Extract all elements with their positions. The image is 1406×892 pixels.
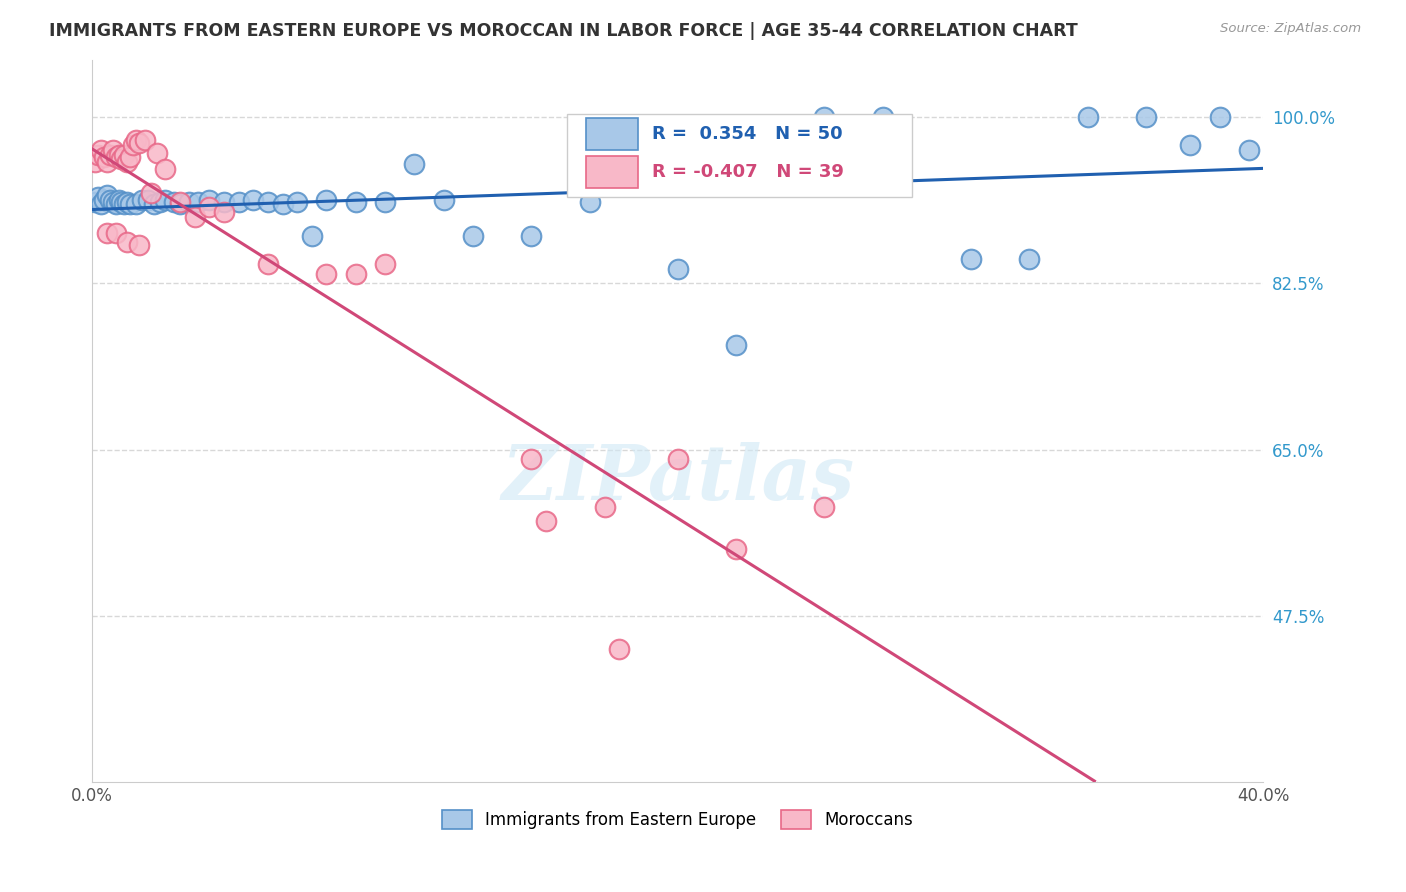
Point — [301, 228, 323, 243]
Point — [148, 195, 170, 210]
Point — [96, 187, 118, 202]
Point — [520, 228, 543, 243]
Point — [183, 210, 205, 224]
Point — [98, 147, 121, 161]
Point — [187, 195, 209, 210]
Text: Source: ZipAtlas.com: Source: ZipAtlas.com — [1220, 22, 1361, 36]
Point — [122, 138, 145, 153]
Point — [374, 257, 396, 271]
Point — [228, 195, 250, 210]
Point — [101, 195, 124, 210]
Point — [1077, 110, 1099, 124]
Point — [607, 642, 630, 657]
Point — [315, 194, 337, 208]
Point — [110, 153, 132, 167]
Point — [1180, 138, 1202, 153]
Point — [104, 150, 127, 164]
Point — [432, 194, 454, 208]
Point — [344, 267, 367, 281]
Point — [959, 252, 981, 267]
FancyBboxPatch shape — [567, 114, 912, 197]
Point — [198, 194, 221, 208]
Point — [84, 155, 107, 169]
FancyBboxPatch shape — [586, 156, 638, 187]
Point — [93, 194, 115, 208]
Point — [104, 197, 127, 211]
Point — [813, 110, 835, 124]
Point — [96, 226, 118, 240]
Point — [96, 155, 118, 169]
Point — [125, 197, 148, 211]
Point — [120, 150, 142, 164]
Point — [163, 195, 186, 210]
Point — [212, 204, 235, 219]
Point — [98, 194, 121, 208]
Text: R =  0.354   N = 50: R = 0.354 N = 50 — [652, 125, 842, 143]
Point — [107, 194, 129, 208]
Point — [344, 195, 367, 210]
Point — [285, 195, 308, 210]
Point — [666, 452, 689, 467]
Point — [177, 195, 200, 210]
Point — [101, 143, 124, 157]
Point — [84, 195, 107, 210]
Point — [725, 338, 748, 352]
Text: ZIPatlas: ZIPatlas — [502, 442, 855, 516]
Point — [131, 194, 153, 208]
Point — [117, 235, 139, 250]
Point — [1018, 252, 1040, 267]
FancyBboxPatch shape — [586, 118, 638, 150]
Point — [212, 195, 235, 210]
Point — [725, 542, 748, 557]
Point — [112, 197, 135, 211]
Point — [155, 161, 177, 176]
Point — [93, 150, 115, 164]
Point — [169, 197, 191, 211]
Point — [257, 195, 280, 210]
Legend: Immigrants from Eastern Europe, Moroccans: Immigrants from Eastern Europe, Moroccan… — [436, 803, 921, 836]
Point — [257, 257, 280, 271]
Point — [1135, 110, 1157, 124]
Point — [374, 195, 396, 210]
Text: IMMIGRANTS FROM EASTERN EUROPE VS MOROCCAN IN LABOR FORCE | AGE 35-44 CORRELATIO: IMMIGRANTS FROM EASTERN EUROPE VS MOROCC… — [49, 22, 1078, 40]
Point — [169, 195, 191, 210]
Point — [579, 195, 602, 210]
Point — [128, 238, 150, 252]
Point — [404, 157, 426, 171]
Point — [520, 452, 543, 467]
Point — [198, 200, 221, 214]
Point — [87, 190, 110, 204]
Point — [242, 194, 264, 208]
Point — [271, 197, 294, 211]
Point — [120, 197, 142, 211]
Point — [1208, 110, 1230, 124]
Point — [315, 267, 337, 281]
Point — [117, 195, 139, 210]
Point — [104, 226, 127, 240]
Point — [136, 194, 159, 208]
Point — [125, 133, 148, 147]
Point — [107, 147, 129, 161]
Point — [145, 145, 167, 160]
Text: R = -0.407   N = 39: R = -0.407 N = 39 — [652, 162, 844, 180]
Point — [155, 194, 177, 208]
Point — [87, 147, 110, 161]
Point — [110, 195, 132, 210]
Point — [666, 261, 689, 276]
Point — [461, 228, 484, 243]
Point — [1237, 143, 1260, 157]
Point — [128, 136, 150, 151]
Point — [142, 197, 165, 211]
Point — [593, 500, 616, 514]
Point — [90, 143, 112, 157]
Point — [134, 133, 156, 147]
Point — [117, 155, 139, 169]
Point — [139, 186, 162, 200]
Point — [813, 500, 835, 514]
Point — [112, 147, 135, 161]
Point — [90, 197, 112, 211]
Point — [534, 514, 557, 528]
Point — [872, 110, 894, 124]
